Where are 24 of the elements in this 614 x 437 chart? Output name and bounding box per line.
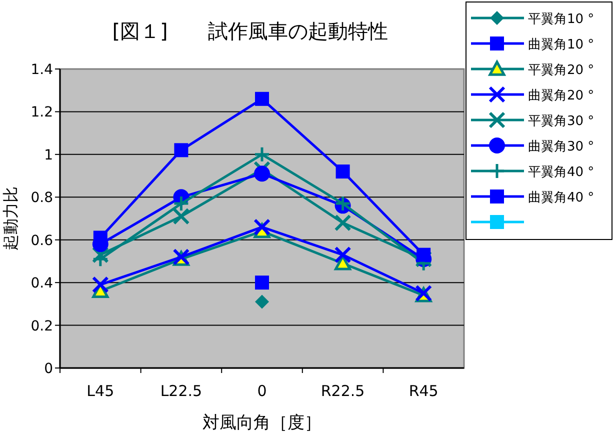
y-tick-label: 0.8 xyxy=(30,190,53,206)
x-tick-label: R45 xyxy=(408,382,438,400)
y-tick-label: 0 xyxy=(44,361,53,377)
chart-title: [図１] 試作風車の起動特性 xyxy=(112,19,388,43)
legend-label: 平翼角10 ° xyxy=(528,12,594,27)
legend-label: 平翼角20 ° xyxy=(528,63,594,78)
legend-label: 曲翼角30 ° xyxy=(528,140,594,154)
y-tick-label: 0.6 xyxy=(30,232,54,249)
x-tick-label: L22.5 xyxy=(160,382,202,400)
legend-label: 曲翼角40 ° xyxy=(528,190,594,206)
y-axis-title: 起動力比 xyxy=(1,186,20,250)
x-tick-label: 0 xyxy=(257,382,267,400)
legend-label: 平翼角30 ° xyxy=(528,114,594,129)
x-tick-label: L45 xyxy=(86,382,114,400)
y-tick-label: 1 xyxy=(44,147,53,164)
y-tick-label: 0.4 xyxy=(30,276,54,292)
legend-label: 曲翼角10 ° xyxy=(528,38,594,52)
legend-label: 曲翼角20 ° xyxy=(528,88,594,104)
y-tick-label: 0.2 xyxy=(30,318,53,334)
legend-label: 平翼角40 ° xyxy=(528,165,594,180)
y-tick-label: 1.4 xyxy=(30,62,54,78)
y-tick-label: 1.2 xyxy=(30,104,53,121)
x-tick-label: R22.5 xyxy=(320,382,365,400)
x-axis-title: 対風向角［度］ xyxy=(202,413,322,433)
